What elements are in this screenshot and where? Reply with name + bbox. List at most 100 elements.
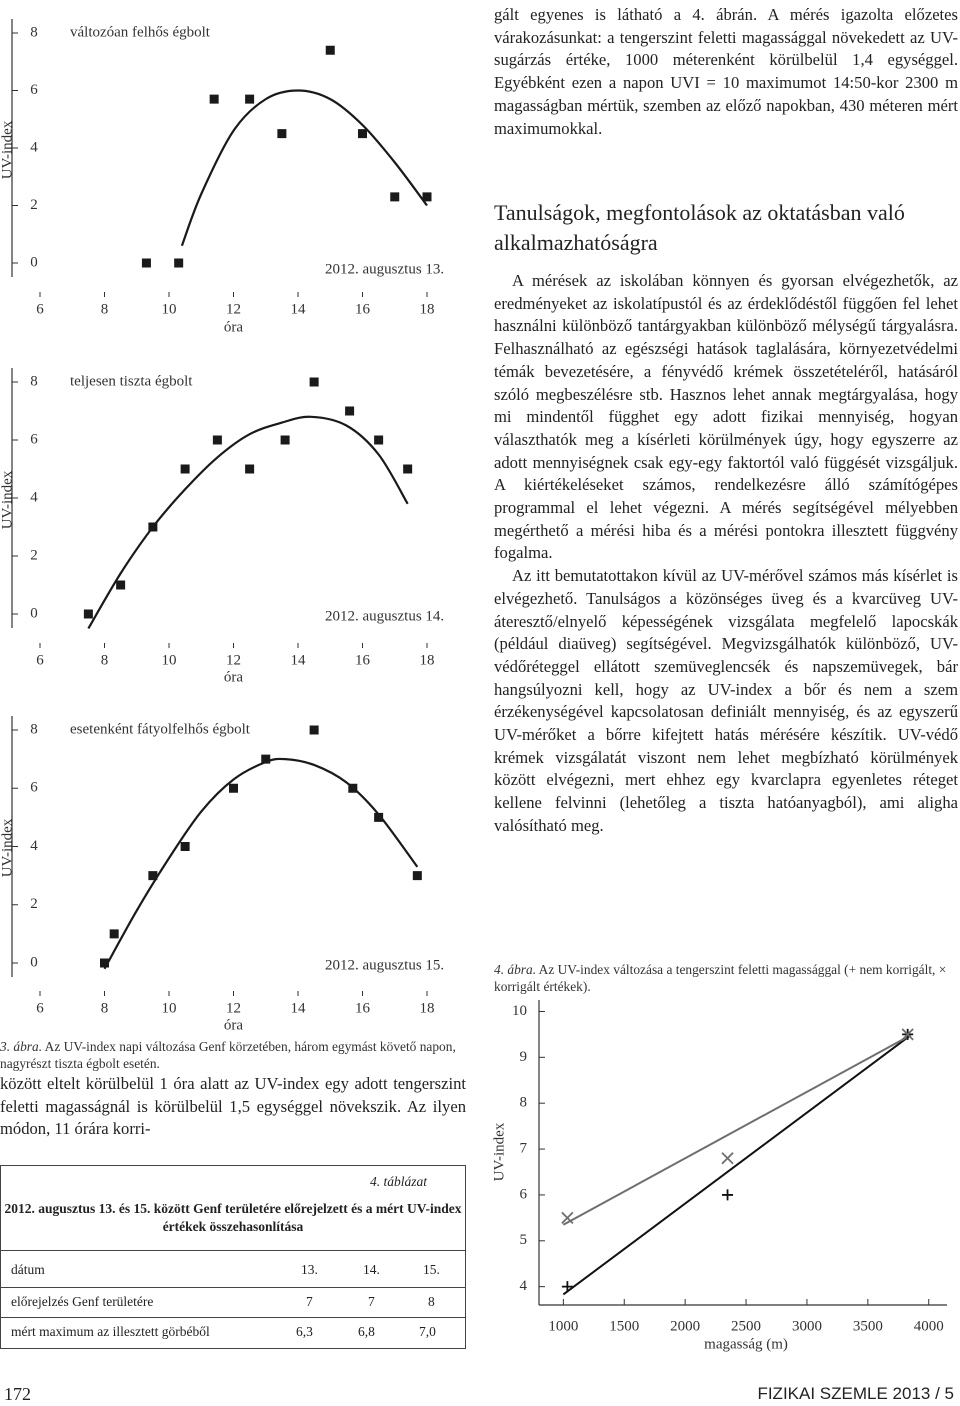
table-cell: dátum bbox=[11, 1262, 45, 1277]
annotation: esetenként fátyolfelhős égbolt bbox=[70, 721, 251, 737]
fit-curve bbox=[562, 1034, 911, 1226]
table-cell: 8 bbox=[428, 1294, 435, 1309]
date-label: 2012. augusztus 15. bbox=[325, 957, 444, 973]
table-cell: 6,3 bbox=[296, 1324, 313, 1339]
annotation: teljesen tiszta égbolt bbox=[70, 373, 193, 389]
data-point bbox=[212, 435, 222, 445]
table-row: mért maximum az illesztett görbéből 6,3 … bbox=[1, 1318, 465, 1348]
data-point bbox=[345, 406, 355, 416]
x-tick-label: 8 bbox=[101, 301, 109, 317]
y-tick-label: 10 bbox=[512, 1003, 527, 1019]
y-tick-label: 9 bbox=[520, 1049, 528, 1065]
table-rule bbox=[1, 1287, 465, 1288]
x-axis-label: magasság (m) bbox=[704, 1336, 788, 1352]
data-point bbox=[277, 129, 287, 139]
fit-curve bbox=[180, 89, 428, 247]
x-tick-label: 14 bbox=[291, 1000, 307, 1016]
y-tick-label: 6 bbox=[30, 780, 38, 796]
x-axis-label: óra bbox=[224, 1017, 243, 1033]
x-tick-label: 4000 bbox=[914, 1318, 944, 1334]
data-point bbox=[83, 609, 93, 619]
cross-marker bbox=[721, 1152, 734, 1165]
data-point bbox=[148, 871, 158, 881]
data-point bbox=[229, 783, 238, 793]
table-cell: 7,0 bbox=[419, 1324, 436, 1339]
data-point bbox=[141, 258, 151, 268]
y-tick-label: 6 bbox=[30, 82, 38, 98]
date-label: 2012. augusztus 14. bbox=[325, 608, 444, 624]
data-point bbox=[348, 783, 358, 793]
paragraph: között eltelt körülbelül 1 óra alatt az … bbox=[0, 1073, 466, 1141]
table-cell: 7 bbox=[306, 1294, 313, 1309]
data-point bbox=[148, 522, 158, 532]
data-point bbox=[116, 580, 126, 590]
paragraph: A mérések az iskolában könnyen és gyorsa… bbox=[494, 270, 958, 838]
table-row: dátum 13. 14. 15. bbox=[1, 1256, 465, 1286]
caption-text: Az UV-index napi változása Genf körzetéb… bbox=[0, 1039, 456, 1071]
x-tick-label: 3000 bbox=[792, 1318, 822, 1334]
journal-issue: 2013 / 5 bbox=[892, 1384, 954, 1403]
table-title: 2012. augusztus 13. és 15. között Genf t… bbox=[4, 1201, 462, 1234]
x-tick-label: 10 bbox=[162, 1000, 177, 1016]
x-tick-label: 6 bbox=[36, 1000, 44, 1016]
y-tick-label: 8 bbox=[30, 373, 38, 389]
y-tick-label: 8 bbox=[30, 721, 38, 737]
data-point bbox=[261, 754, 271, 764]
caption-text: Az UV-index változása a tengerszint fele… bbox=[494, 962, 947, 994]
y-tick-label: 6 bbox=[520, 1186, 528, 1202]
x-tick-label: 2500 bbox=[731, 1318, 761, 1334]
fit-curve bbox=[562, 1034, 912, 1296]
data-point bbox=[325, 45, 335, 55]
y-axis-label: UV-index bbox=[0, 470, 15, 529]
data-point bbox=[358, 129, 367, 139]
table-cell: 14. bbox=[363, 1262, 380, 1277]
section-heading: Tanulságok, megfontolások az oktatásban … bbox=[494, 200, 905, 255]
table-row: előrejelzés Genf területére 7 7 8 bbox=[1, 1288, 465, 1318]
data-point bbox=[180, 842, 190, 851]
data-point bbox=[245, 94, 255, 104]
table: 4. táblázat 2012. augusztus 13. és 15. k… bbox=[0, 1165, 466, 1349]
y-tick-label: 2 bbox=[30, 896, 38, 912]
x-axis-label: óra bbox=[224, 319, 243, 335]
data-point bbox=[374, 435, 384, 445]
x-axis-label: óra bbox=[224, 669, 243, 685]
fit-curve bbox=[103, 757, 419, 970]
x-tick-label: 6 bbox=[36, 652, 44, 668]
y-tick-label: 4 bbox=[30, 489, 38, 505]
y-tick-label: 2 bbox=[30, 197, 38, 213]
x-tick-label: 10 bbox=[162, 301, 177, 317]
y-axis-label: UV-index bbox=[0, 818, 15, 877]
journal-name: FIZIKAI SZEMLE bbox=[757, 1384, 888, 1403]
data-point bbox=[412, 871, 422, 881]
data-point bbox=[280, 435, 290, 445]
plus-marker bbox=[722, 1189, 734, 1201]
paragraph-text: között eltelt körülbelül 1 óra alatt az … bbox=[0, 1074, 466, 1139]
fit-curve bbox=[87, 415, 409, 630]
x-tick-label: 16 bbox=[355, 301, 371, 317]
data-point bbox=[374, 812, 384, 822]
x-tick-label: 8 bbox=[101, 652, 109, 668]
x-tick-label: 1000 bbox=[548, 1318, 578, 1334]
paragraph: gált egyenes is látható a 4. ábrán. A mé… bbox=[494, 4, 958, 140]
y-tick-label: 4 bbox=[520, 1278, 528, 1294]
date-label: 2012. augusztus 13. bbox=[325, 261, 444, 277]
data-point bbox=[245, 464, 255, 474]
table-cell: előrejelzés Genf területére bbox=[11, 1294, 154, 1309]
x-tick-label: 3500 bbox=[853, 1318, 883, 1334]
y-axis-label: UV-index bbox=[0, 120, 15, 179]
x-tick-label: 14 bbox=[291, 301, 307, 317]
y-tick-label: 6 bbox=[30, 431, 38, 447]
x-tick-label: 1500 bbox=[609, 1318, 639, 1334]
data-point bbox=[109, 929, 119, 939]
x-tick-label: 12 bbox=[226, 301, 241, 317]
y-axis-label: UV-index bbox=[491, 1122, 507, 1181]
y-tick-label: 8 bbox=[520, 1095, 528, 1111]
table-label: 4. táblázat bbox=[369, 1174, 427, 1189]
data-point bbox=[403, 464, 413, 474]
x-tick-label: 16 bbox=[355, 652, 371, 668]
plus-marker bbox=[561, 1281, 573, 1293]
x-tick-label: 18 bbox=[420, 301, 435, 317]
y-tick-label: 7 bbox=[520, 1140, 528, 1156]
figure-caption: 3. ábra. Az UV-index napi változása Genf… bbox=[0, 1038, 466, 1072]
